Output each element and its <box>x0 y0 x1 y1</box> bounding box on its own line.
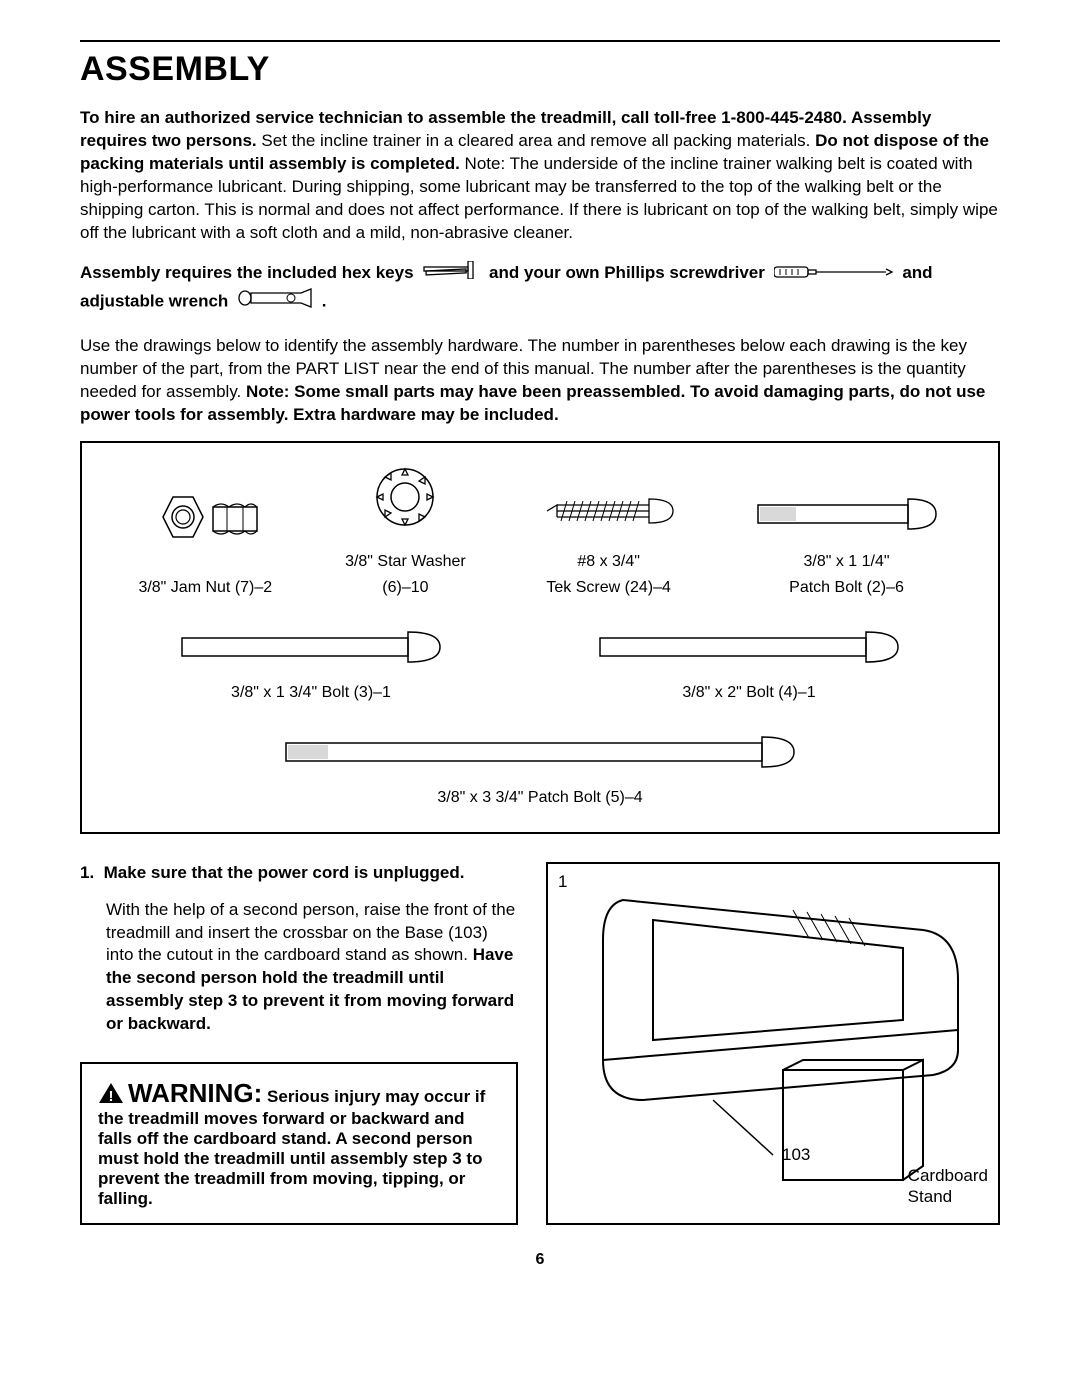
warning-triangle-icon: ! <box>98 1082 124 1109</box>
svg-text:!: ! <box>109 1088 114 1104</box>
hw-jam-nut: 3/8" Jam Nut (7)–2 <box>138 487 272 598</box>
identify-hardware-paragraph: Use the drawings below to identify the a… <box>80 335 1000 427</box>
diagram-label-cardboard: CardboardStand <box>908 1166 988 1207</box>
hw-patch-334-label: 3/8" x 3 3/4" Patch Bolt (5)–4 <box>280 788 800 808</box>
hw-jam-nut-label: 3/8" Jam Nut (7)–2 <box>138 578 272 598</box>
hw-star-washer-label2: (6)–10 <box>345 578 466 598</box>
page-title: ASSEMBLY <box>80 50 1000 89</box>
diagram-label-103: 103 <box>782 1145 810 1165</box>
hw-star-washer-label1: 3/8" Star Washer <box>345 552 466 572</box>
hw-bolt-2-label: 3/8" x 2" Bolt (4)–1 <box>594 683 904 703</box>
tools-mid1: and your own Phillips screwdriver <box>489 263 770 282</box>
hw-star-washer: 3/8" Star Washer (6)–10 <box>345 461 466 598</box>
page-number: 6 <box>80 1251 1000 1269</box>
step1-head: Make sure that the power cord is unplugg… <box>104 863 465 882</box>
intro-text-1: Set the incline trainer in a cleared are… <box>257 131 815 150</box>
hardware-box: 3/8" Jam Nut (7)–2 <box>80 441 1000 834</box>
warning-box: ! WARNING: Serious injury may occur if t… <box>80 1062 518 1225</box>
adjustable-wrench-icon <box>237 287 313 317</box>
tools-prefix: Assembly requires the included hex keys <box>80 263 414 282</box>
hw-patch-label1: 3/8" x 1 1/4" <box>752 552 942 572</box>
step1-diagram: 1 <box>546 862 1000 1226</box>
step1-num: 1. <box>80 863 94 882</box>
step1: 1. Make sure that the power cord is unpl… <box>80 862 518 885</box>
hw-bolt-134: 3/8" x 1 3/4" Bolt (3)–1 <box>176 626 446 703</box>
tools-line: Assembly requires the included hex keys … <box>80 259 1000 317</box>
step1-body: With the help of a second person, raise … <box>106 899 518 1037</box>
hw-tek-label2: Tek Screw (24)–4 <box>539 578 679 598</box>
warning-head: WARNING: <box>128 1078 262 1108</box>
hw-patch-bolt-small: 3/8" x 1 1/4" Patch Bolt (2)–6 <box>752 491 942 598</box>
hw-tek-label1: #8 x 3/4" <box>539 552 679 572</box>
step1-body-text: With the help of a second person, raise … <box>106 900 515 965</box>
hw-patch-label2: Patch Bolt (2)–6 <box>752 578 942 598</box>
tools-end: . <box>322 291 327 310</box>
hw-bolt-2: 3/8" x 2" Bolt (4)–1 <box>594 626 904 703</box>
diagram-number: 1 <box>558 872 567 892</box>
intro-paragraph: To hire an authorized service technician… <box>80 107 1000 245</box>
hex-keys-icon <box>422 260 480 287</box>
hw-bolt-134-label: 3/8" x 1 3/4" Bolt (3)–1 <box>176 683 446 703</box>
phillips-screwdriver-icon <box>774 260 894 287</box>
hw-patch-bolt-large: 3/8" x 3 3/4" Patch Bolt (5)–4 <box>280 731 800 808</box>
hw-tek-screw: #8 x 3/4" Tek Screw (24)–4 <box>539 491 679 598</box>
